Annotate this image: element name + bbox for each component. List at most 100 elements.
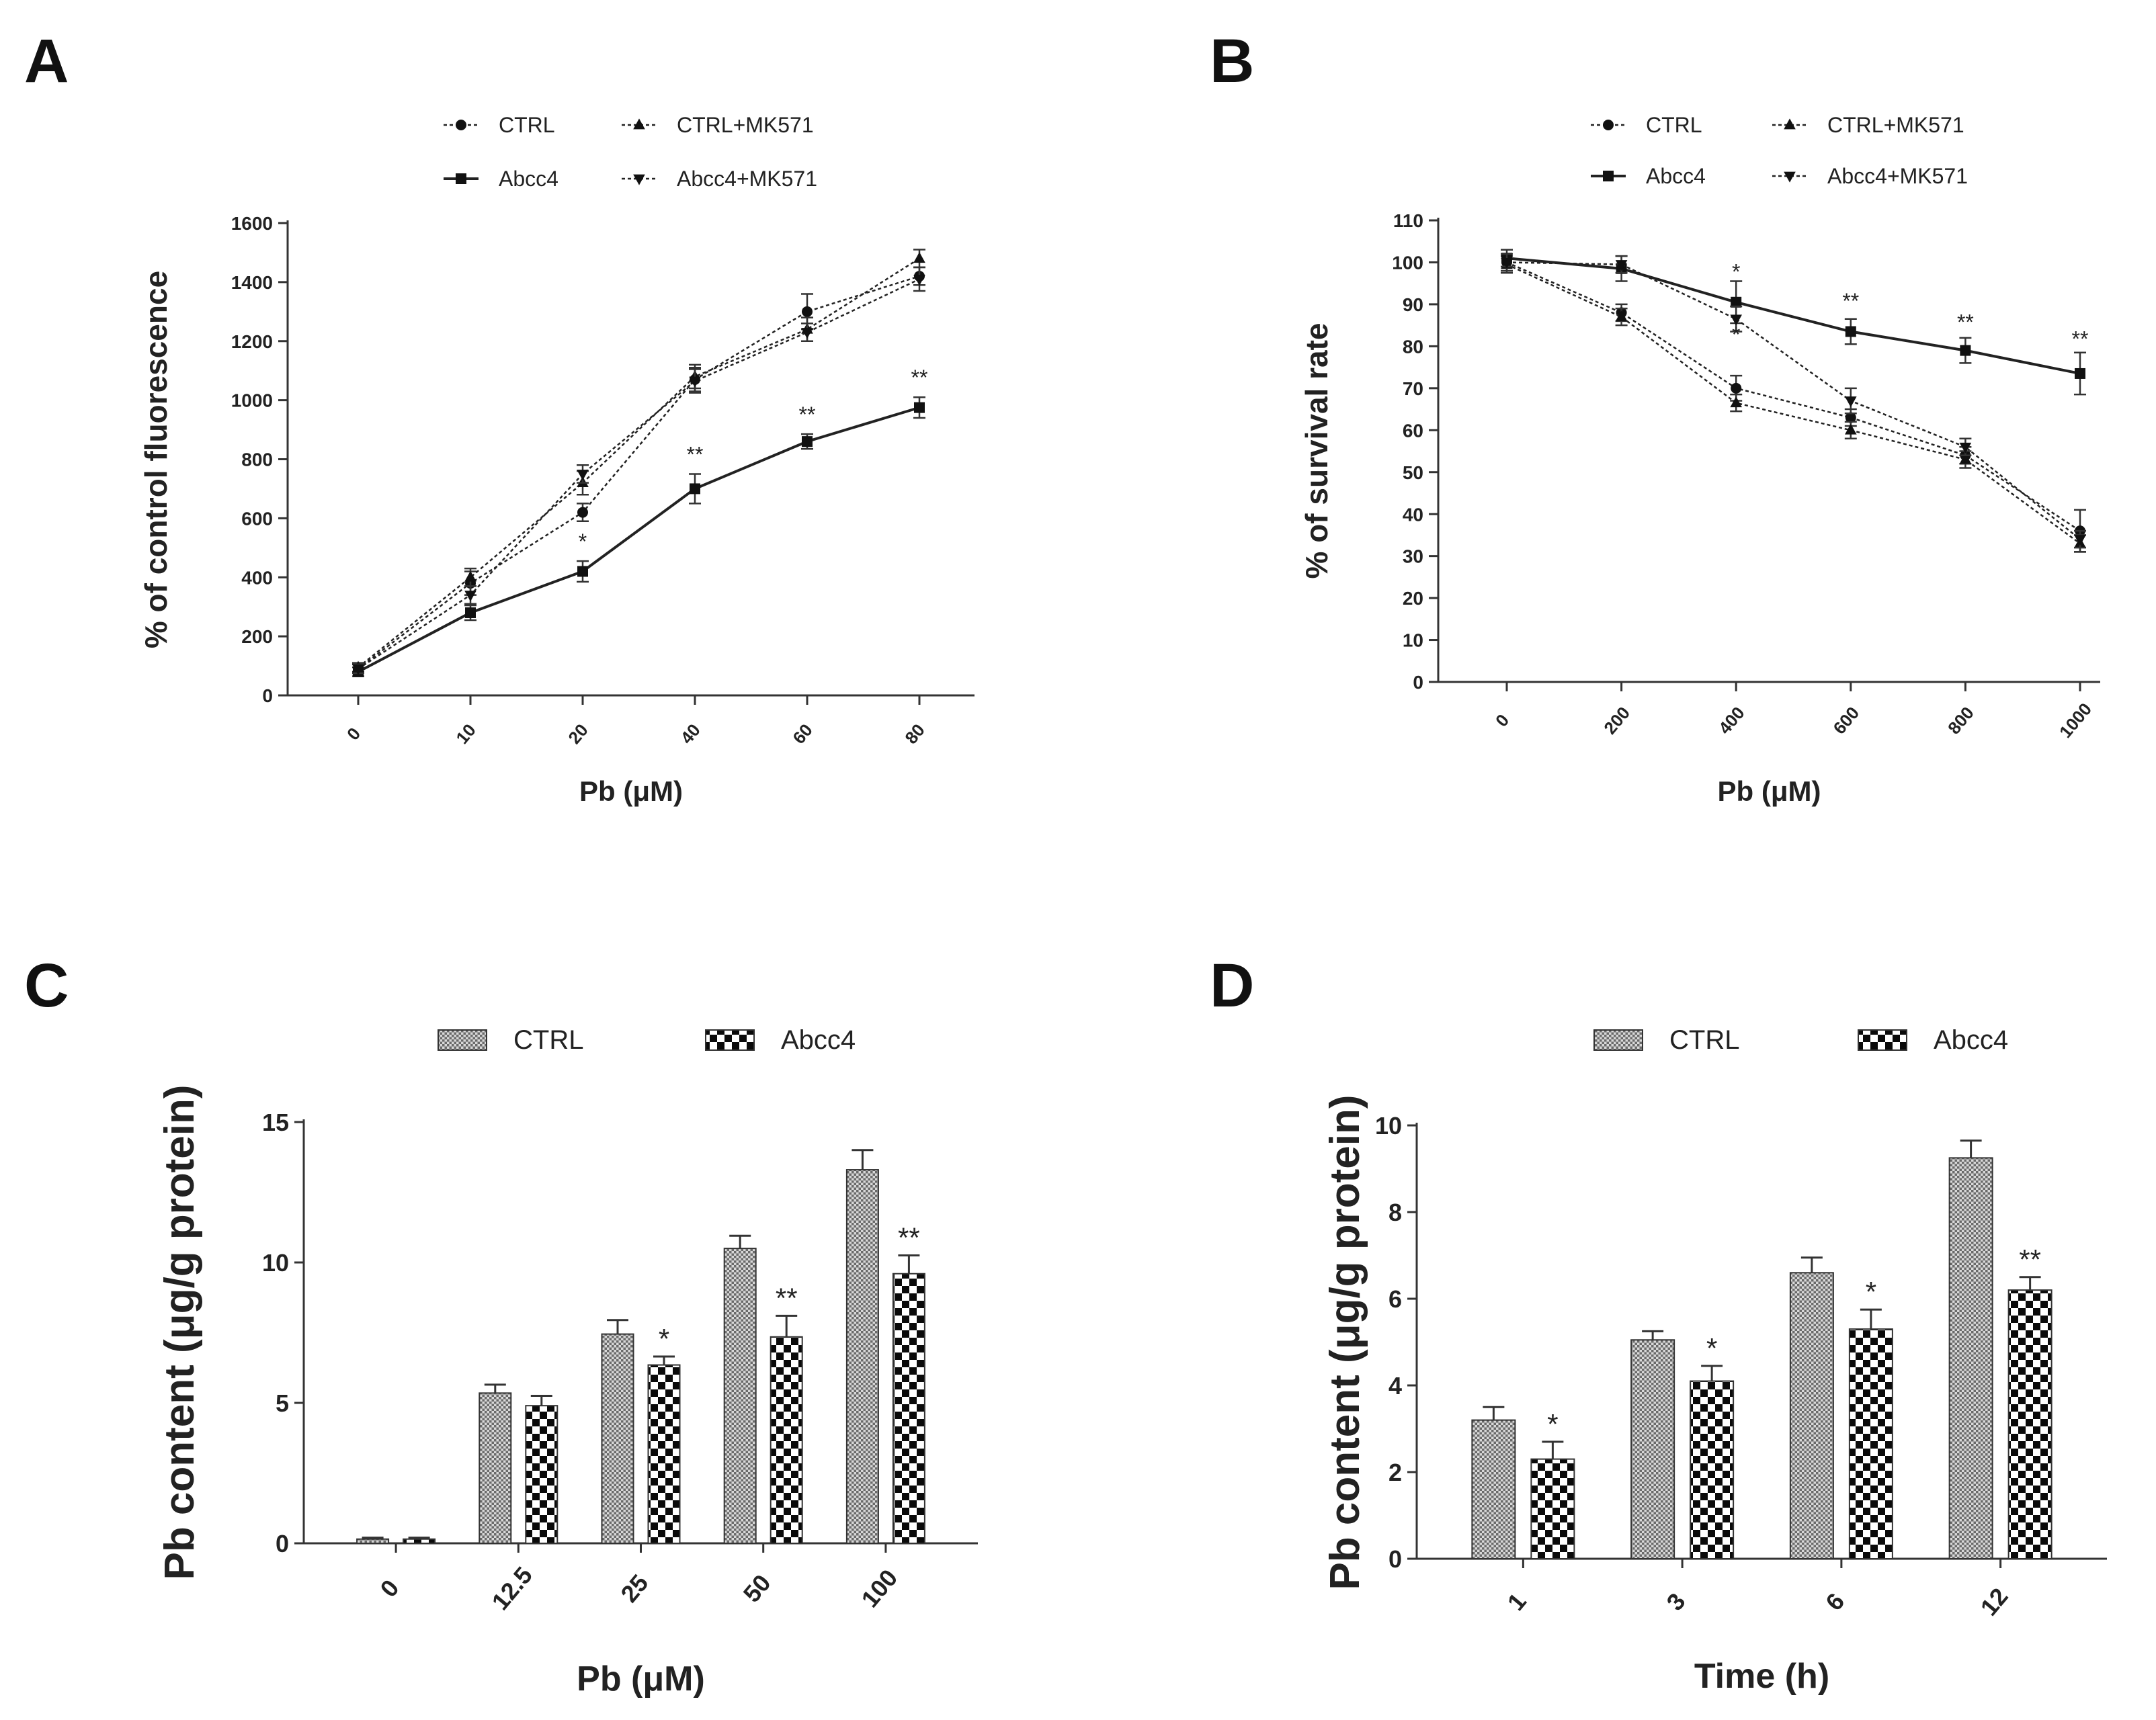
data-point [802, 436, 813, 447]
x-tick-label: 0 [1491, 710, 1513, 730]
data-point [1730, 396, 1742, 408]
significance-marker: * [659, 1323, 669, 1354]
x-tick-label: 1000 [2055, 699, 2096, 742]
data-point [1845, 412, 1856, 423]
data-point [465, 607, 476, 618]
panel-d: 0 2 4 6 8 10 1 3 6 12 Time (h) Pb content (μg/g pro… [1322, 1025, 2107, 1696]
bar [525, 1405, 558, 1544]
panel-a: 0 200 400 600 800 1000 1200 1400 1600 0 10 20 40 60 80… [138, 113, 975, 807]
significance-marker: ** [2072, 327, 2089, 351]
significance-marker: ** [898, 1222, 920, 1254]
data-point [464, 591, 476, 602]
legend-swatch [705, 1029, 755, 1051]
legend-label: CTRL [499, 113, 555, 137]
y-tick-label: 8 [1388, 1199, 1402, 1226]
y-tick-label: 90 [1403, 294, 1423, 315]
data-point [1845, 326, 1856, 337]
y-tick-label: 50 [1403, 462, 1423, 483]
data-point [690, 483, 700, 494]
bar [723, 1248, 757, 1544]
bar [1471, 1419, 1516, 1560]
y-axis-title: % of survival rate [1299, 323, 1334, 579]
legend-label: Abcc4 [1934, 1025, 2008, 1055]
series-abcc4 [1530, 1276, 2053, 1560]
x-axis-title: Pb (μM) [1718, 775, 1821, 807]
bar [1530, 1458, 1575, 1559]
y-tick-label: 600 [241, 508, 273, 529]
data-point [1959, 442, 1972, 454]
y-tick-label: 5 [276, 1389, 289, 1417]
x-tick-label: 0 [343, 724, 364, 744]
bar [2007, 1289, 2053, 1559]
data-point [2075, 368, 2085, 379]
bar [1789, 1272, 1834, 1560]
y-tick-label: 1600 [231, 213, 273, 234]
x-tick-label: 12.5 [486, 1561, 537, 1615]
bar [770, 1336, 803, 1545]
data-point [2074, 535, 2086, 546]
series-line [1506, 263, 2081, 544]
legend-label: CTRL+MK571 [1827, 113, 1964, 137]
data-point [464, 570, 476, 582]
panel-c: 0 5 10 15 0 12.5 25 50 100 Pb (μM) Pb content (μg/… [157, 1025, 978, 1698]
legend-marker [456, 120, 466, 130]
significance-marker: * [1732, 259, 1740, 284]
legend-marker [1603, 120, 1614, 130]
series-line [358, 257, 920, 669]
bar [1848, 1328, 1893, 1560]
legend-label: CTRL+MK571 [677, 113, 814, 137]
data-point [1731, 382, 1742, 394]
x-tick-label: 60 [788, 720, 817, 747]
x-tick-label: 10 [452, 720, 480, 747]
y-tick-label: 200 [241, 626, 273, 647]
legend-entry: Abcc4+MK571 [622, 167, 817, 191]
legend-entry: CTRL [1593, 1025, 1739, 1055]
data-point [577, 566, 588, 577]
bar [403, 1538, 436, 1544]
data-point [1615, 260, 1628, 271]
data-point [1960, 345, 1971, 356]
series-abcc4 [352, 396, 925, 677]
y-tick-label: 30 [1403, 546, 1423, 567]
series-ctrl [1471, 1140, 1993, 1560]
y-tick-label: 110 [1393, 210, 1423, 231]
x-tick-label: 50 [738, 1569, 776, 1607]
bar [479, 1392, 512, 1545]
legend-swatch [438, 1029, 487, 1051]
significance-marker: * [1866, 1276, 1876, 1307]
y-tick-label: 6 [1388, 1285, 1402, 1313]
legend-label: CTRL [513, 1025, 583, 1055]
y-axis-title: % of control fluorescence [138, 271, 173, 648]
y-tick-label: 40 [1403, 504, 1423, 525]
x-tick-label: 100 [856, 1564, 903, 1612]
series-line [358, 275, 920, 670]
legend-marker [1784, 171, 1796, 183]
legend-label: Abcc4+MK571 [1827, 164, 1968, 188]
x-tick-label: 0 [374, 1574, 404, 1602]
data-point [913, 252, 925, 263]
series-line [358, 278, 920, 670]
series-abcc4-mk571 [352, 266, 925, 676]
data-point [1845, 423, 1857, 435]
legend-marker [456, 173, 466, 184]
legend-swatch [1593, 1029, 1643, 1051]
x-axis-title: Time (h) [1694, 1657, 1829, 1696]
x-axis-title: Pb (μM) [579, 775, 683, 807]
y-tick-label: 100 [1392, 253, 1423, 273]
legend-marker [633, 174, 645, 185]
x-tick-label: 400 [1714, 703, 1749, 738]
data-point [801, 328, 813, 339]
panel-label-c: C [24, 951, 69, 1020]
series-line [358, 406, 920, 673]
data-point [914, 402, 925, 413]
panel-label-a: A [24, 27, 69, 95]
significance-marker: ** [687, 442, 704, 466]
y-tick-label: 0 [276, 1530, 289, 1557]
x-tick-label: 800 [1944, 703, 1978, 738]
legend-marker [1784, 118, 1796, 130]
data-point [577, 507, 588, 518]
legend-entry: CTRL [444, 113, 555, 137]
bar [1630, 1339, 1675, 1560]
legend-swatch [1858, 1029, 1907, 1051]
